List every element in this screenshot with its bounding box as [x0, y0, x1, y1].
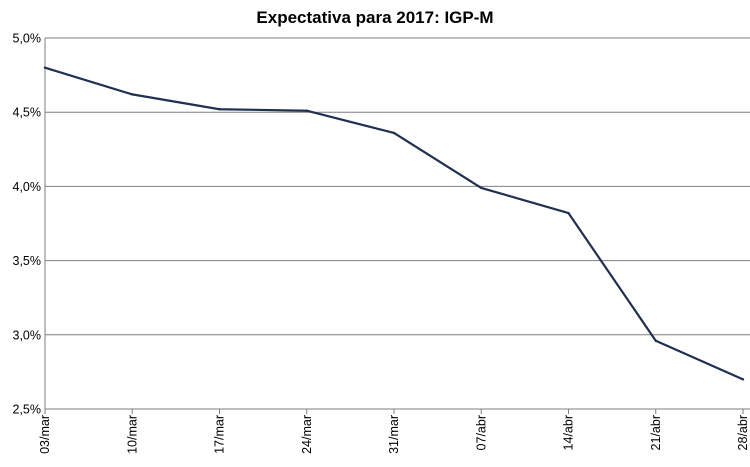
y-tick-label: 2,5%: [13, 403, 42, 417]
chart-title: Expectativa para 2017: IGP-M: [256, 8, 494, 27]
x-tick-label: 28/abr: [736, 415, 750, 450]
x-tick-label: 17/mar: [213, 415, 227, 454]
y-tick-labels: 2,5% 3,0% 3,5% 4,0% 4,5% 5,0%: [13, 32, 42, 417]
x-tick-label: 10/mar: [125, 415, 139, 454]
gridlines: [45, 37, 750, 336]
data-point: [218, 108, 221, 111]
y-tick-label: 3,0%: [13, 328, 42, 342]
y-tick-label: 3,5%: [13, 254, 42, 268]
axes: [44, 38, 750, 414]
y-tick-label: 4,0%: [13, 180, 42, 194]
x-tick-label: 21/abr: [649, 415, 663, 450]
x-tick-labels: 03/mar 10/mar 17/mar 24/mar 31/mar 07/abr 14/a…: [38, 415, 750, 454]
data-point: [131, 93, 134, 96]
y-tick-label: 4,5%: [13, 106, 42, 120]
data-point: [392, 131, 396, 135]
x-tick-label: 24/mar: [300, 415, 314, 454]
series-line: [44, 66, 744, 381]
data-point: [654, 339, 657, 342]
data-point: [567, 211, 570, 215]
data-point: [305, 109, 308, 112]
x-tick-label: 14/abr: [562, 415, 576, 450]
x-tick-label: 03/mar: [38, 415, 52, 454]
series-layer: [43, 66, 745, 381]
data-point: [43, 66, 47, 69]
y-tick-label: 5,0%: [13, 32, 42, 46]
data-point: [480, 186, 483, 190]
x-tick-label: 07/abr: [474, 415, 488, 450]
data-point: [741, 378, 745, 381]
x-tick-label: 31/mar: [387, 415, 401, 454]
